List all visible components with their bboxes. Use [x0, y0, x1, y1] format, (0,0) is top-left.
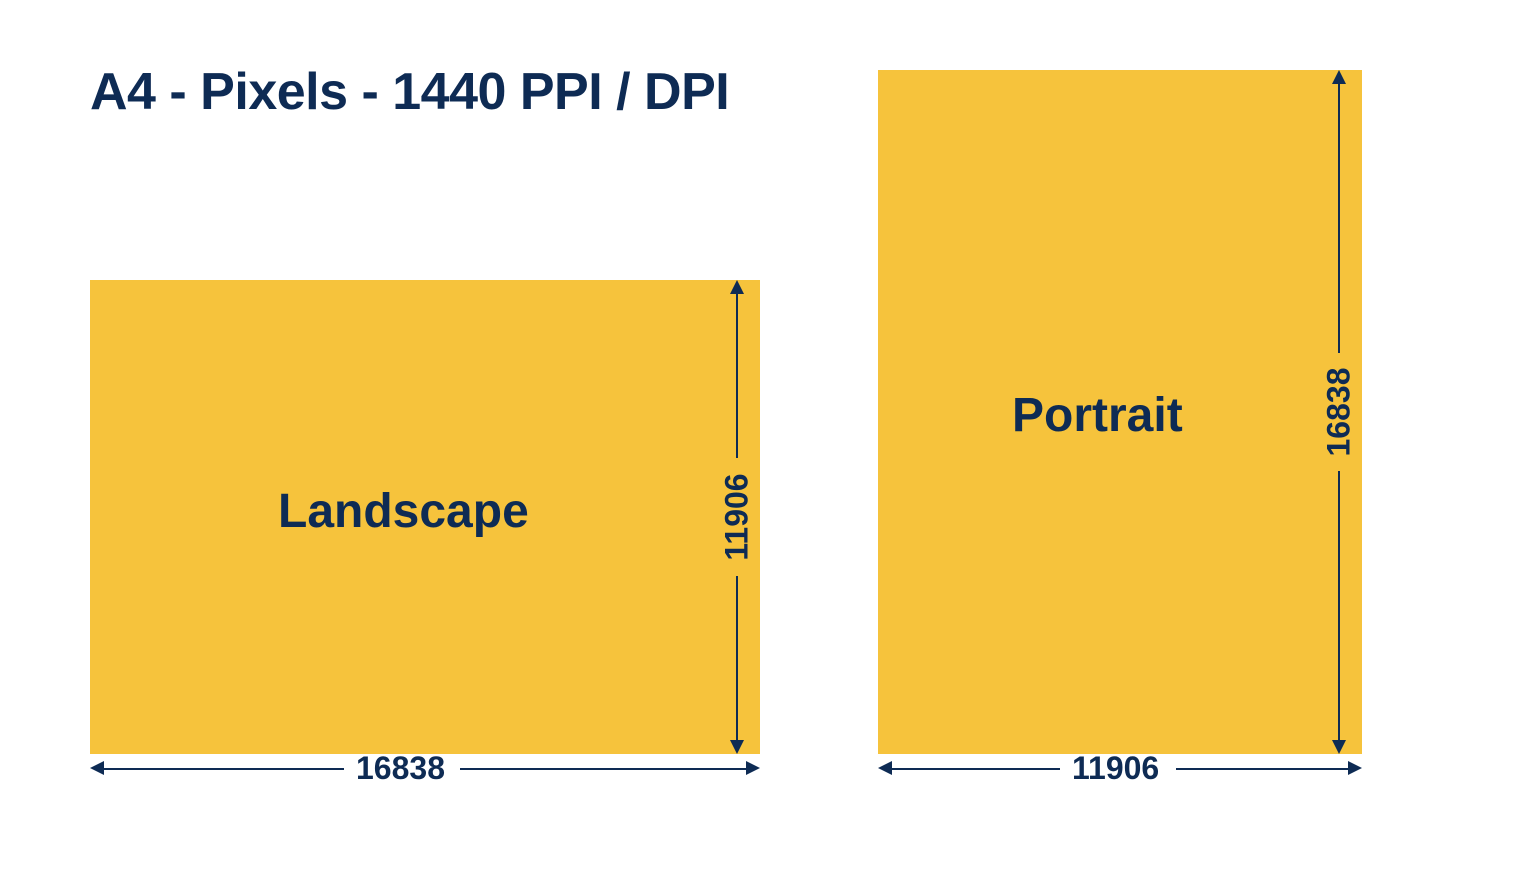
- portrait-width-value: 11906: [1072, 750, 1159, 787]
- portrait-height-arrow-bottom-seg: [1338, 471, 1340, 740]
- portrait-label: Portrait: [1012, 388, 1183, 443]
- portrait-width-arrow-left-head: [878, 761, 892, 775]
- landscape-height-arrow-top-head: [730, 280, 744, 294]
- landscape-height-arrow-bottom-seg: [736, 576, 738, 740]
- landscape-height-arrow-bottom-head: [730, 740, 744, 754]
- landscape-height-value: 11906: [719, 473, 756, 560]
- landscape-width-arrow-right-seg: [460, 768, 746, 770]
- portrait-height-arrow-bottom-head: [1332, 740, 1346, 754]
- portrait-width-arrow-right-head: [1348, 761, 1362, 775]
- landscape-width-arrow-right-head: [746, 761, 760, 775]
- landscape-height-arrow-top-seg: [736, 294, 738, 458]
- landscape-label: Landscape: [278, 484, 529, 539]
- page-title: A4 - Pixels - 1440 PPI / DPI: [90, 62, 729, 122]
- landscape-width-arrow-left-head: [90, 761, 104, 775]
- portrait-width-arrow-left-seg: [892, 768, 1060, 770]
- portrait-height-arrow-top-seg: [1338, 84, 1340, 353]
- landscape-width-value: 16838: [356, 750, 445, 787]
- portrait-height-value: 16838: [1321, 368, 1358, 457]
- portrait-width-arrow-right-seg: [1176, 768, 1348, 770]
- landscape-width-arrow-left-seg: [104, 768, 344, 770]
- portrait-height-arrow-top-head: [1332, 70, 1346, 84]
